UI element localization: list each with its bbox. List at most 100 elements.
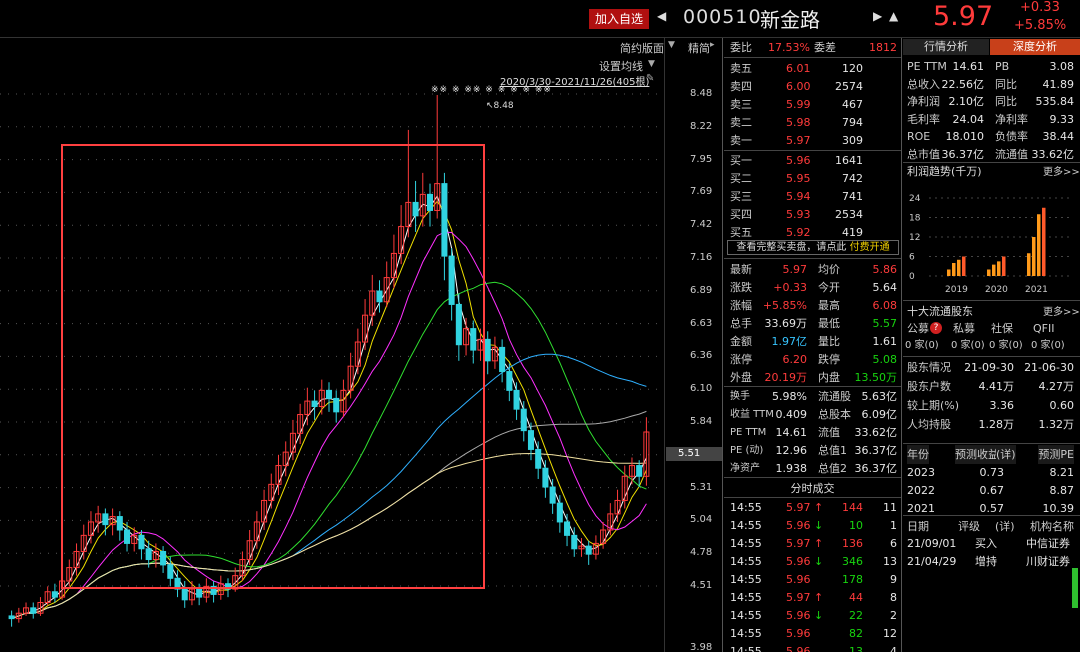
quote-value: 5.97 xyxy=(782,263,808,276)
help-icon[interactable]: ? xyxy=(930,322,942,334)
fund-value: 535.84 xyxy=(1035,95,1075,108)
y-tick-label: 5.84 xyxy=(690,416,713,427)
rating-institution[interactable]: 中信证券 xyxy=(1026,537,1070,550)
profit-bar xyxy=(987,269,991,276)
bid-price[interactable]: 5.96 xyxy=(786,154,811,167)
tick-volume: 13 xyxy=(849,645,863,652)
candle-body xyxy=(434,183,441,211)
candle-body xyxy=(203,585,210,598)
quote-value: 13.50万 xyxy=(854,371,898,384)
bid-price[interactable]: 5.92 xyxy=(786,226,811,239)
profit-bar xyxy=(1042,207,1046,276)
version-dropdown-icon[interactable]: ▼ xyxy=(668,40,675,50)
rating-grade: 增持 xyxy=(975,555,997,568)
quote-value: 36.37亿 xyxy=(854,462,898,475)
pin-icon[interactable]: ✎ xyxy=(646,73,655,84)
candle-body xyxy=(549,486,556,504)
candle-body xyxy=(621,475,628,501)
quote-value: 1.938 xyxy=(775,462,808,475)
candle-body xyxy=(318,389,325,407)
bid-price[interactable]: 5.95 xyxy=(786,172,811,185)
next-stock-icon[interactable]: ▶ xyxy=(873,9,883,23)
bid-volume: 742 xyxy=(842,172,863,185)
add-watchlist-button[interactable]: 加入自选 xyxy=(589,9,649,29)
quote-value: 33.62亿 xyxy=(854,426,898,439)
candle-body xyxy=(66,567,73,582)
quote-value: 5.08 xyxy=(872,353,898,366)
header-divider xyxy=(0,37,1080,38)
rating-institution[interactable]: 川财证券 xyxy=(1026,555,1070,568)
tab-deep-analysis[interactable]: 深度分析 xyxy=(990,39,1080,55)
profit-chart: 24 18 12 6 0 2019 2020 2021 xyxy=(909,194,1069,295)
ticks-panel[interactable]: 分时成交 14:55 5.97 ↑ 144 11 14:55 5.96 ↓ 10 1 14:55 5.… xyxy=(724,478,901,652)
candle-body xyxy=(224,583,232,590)
prev-stock-icon[interactable]: ◀ xyxy=(657,9,667,23)
candle-body xyxy=(160,550,167,566)
candle-body xyxy=(354,341,361,367)
compact-menu-icon[interactable]: ▸ xyxy=(710,40,715,50)
holders-more-link[interactable]: 更多>> xyxy=(1043,307,1080,318)
version-button[interactable]: 简约版面 xyxy=(620,42,664,55)
ask-label: 卖一 xyxy=(730,134,752,147)
kline-chart[interactable] xyxy=(0,38,722,652)
ma-line-120 xyxy=(11,452,647,620)
candle-body xyxy=(340,389,347,413)
ma-line-10 xyxy=(11,231,647,620)
ask-price[interactable]: 5.99 xyxy=(786,98,811,111)
profit-x-label: 2021 xyxy=(1025,285,1048,295)
holder-stat-value: 21-06-30 xyxy=(1024,361,1074,374)
fund-value: 41.89 xyxy=(1042,77,1075,91)
tick-time: 14:55 xyxy=(730,645,762,652)
candle-body xyxy=(188,588,195,601)
quote-value: 1.61 xyxy=(872,335,898,348)
forecast-eps: 0.57 xyxy=(979,502,1005,515)
profit-y-label: 6 xyxy=(909,253,915,263)
rating-header[interactable]: (详) xyxy=(995,520,1015,533)
scrollbar[interactable] xyxy=(1072,568,1078,608)
compact-button[interactable]: 精简 xyxy=(688,42,710,55)
profit-more-link[interactable]: 更多>> xyxy=(1043,167,1080,178)
pay-link[interactable]: 付费开通 xyxy=(849,242,890,253)
tab-market-analysis[interactable]: 行情分析 xyxy=(903,39,989,55)
event-markers[interactable]: ※※ ※ ※※ ※ ※ ※ ※ ※※ xyxy=(431,85,552,95)
quote-value: +0.33 xyxy=(773,281,807,294)
cursor-price-label: 5.51 xyxy=(666,447,722,461)
ma-dropdown-icon[interactable]: ▼ xyxy=(648,59,655,69)
quote-value: 0.409 xyxy=(775,408,808,421)
current-price: 5.97 xyxy=(933,1,994,32)
holder-stat-label: 较上期(%) xyxy=(907,399,960,412)
quote-label: 量比 xyxy=(818,335,840,348)
candle-body xyxy=(398,226,405,254)
candle-body xyxy=(520,408,527,432)
candle-body xyxy=(448,255,455,305)
fund-label: 毛利率 xyxy=(907,112,940,126)
full-book-link[interactable]: 查看完整买卖盘，请点此 付费开通 xyxy=(727,240,899,255)
bid-price[interactable]: 5.93 xyxy=(786,208,811,221)
profit-bar xyxy=(947,269,951,276)
ticks-title[interactable]: 分时成交 xyxy=(790,482,835,495)
ma-setting-button[interactable]: 设置均线 xyxy=(599,60,643,73)
bid-price[interactable]: 5.94 xyxy=(786,190,811,203)
ask-price[interactable]: 6.01 xyxy=(786,62,811,75)
candle-body xyxy=(289,432,296,453)
bell-icon[interactable]: ▲ xyxy=(889,9,899,23)
rating-date: 21/04/29 xyxy=(907,555,957,568)
quote-label: PE (动) xyxy=(730,445,764,456)
tick-time: 14:55 xyxy=(730,555,762,568)
ask-price[interactable]: 5.98 xyxy=(786,116,811,129)
tick-time: 14:55 xyxy=(730,519,762,532)
y-tick-label: 6.36 xyxy=(690,350,713,362)
forecast-year: 2021 xyxy=(907,502,935,515)
chart-panel[interactable]: 简约版面 ▼ 精简 ▸ 设置均线 ▼ 2020/3/30-2021/11/26(… xyxy=(0,38,722,652)
bid-label: 买五 xyxy=(730,226,752,239)
tick-count: 13 xyxy=(883,555,897,568)
candle-body xyxy=(628,465,635,477)
forecast-header[interactable]: (详) xyxy=(996,445,1016,464)
ask-price[interactable]: 6.00 xyxy=(786,80,811,93)
quote-label: 流通股 xyxy=(818,390,851,403)
candle-body xyxy=(109,516,116,526)
ask-price[interactable]: 5.97 xyxy=(786,134,811,147)
quote-value: 36.37亿 xyxy=(854,444,898,457)
candle-body xyxy=(304,400,311,416)
y-tick-label: 8.48 xyxy=(690,88,713,99)
